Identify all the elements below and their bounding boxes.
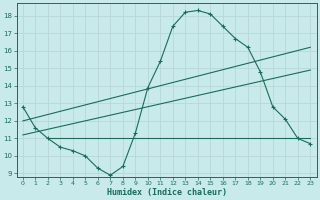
X-axis label: Humidex (Indice chaleur): Humidex (Indice chaleur) — [107, 188, 227, 197]
